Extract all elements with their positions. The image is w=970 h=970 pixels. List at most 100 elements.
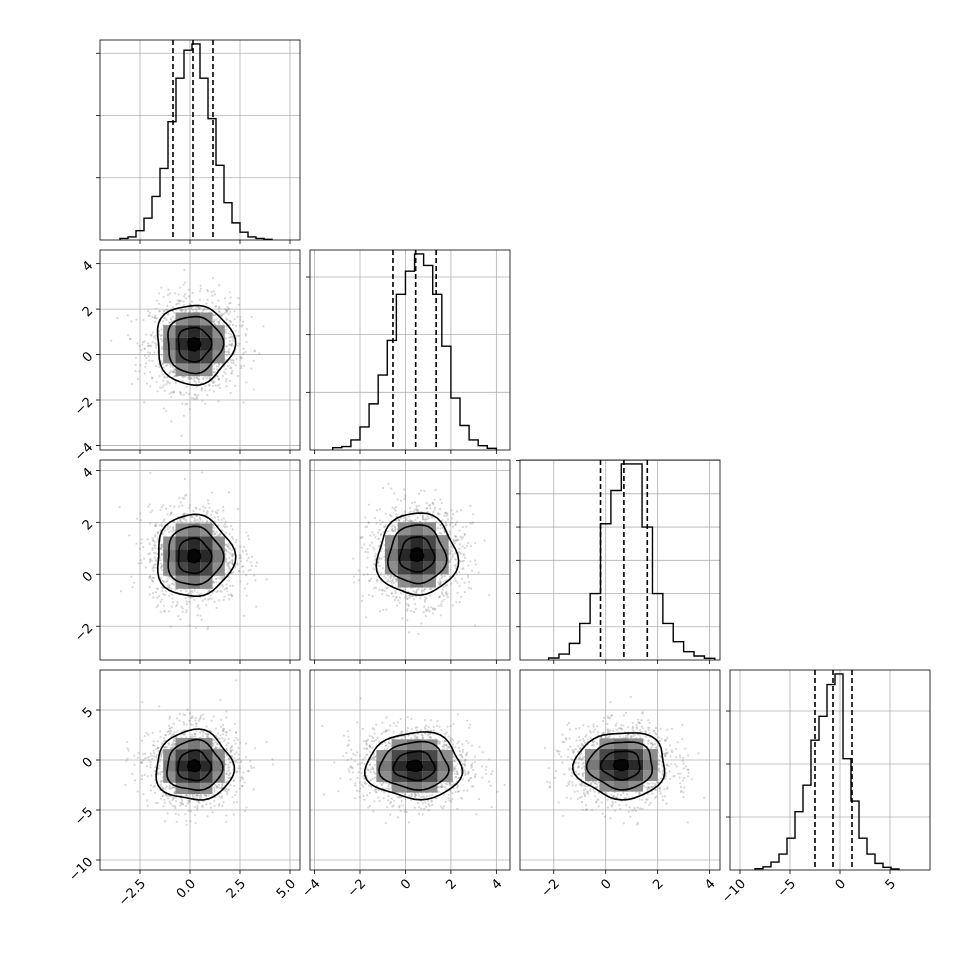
scatter-point bbox=[139, 559, 142, 562]
scatter-point bbox=[166, 525, 169, 528]
panel-content bbox=[310, 250, 510, 450]
scatter-point bbox=[217, 306, 221, 309]
scatter-point bbox=[231, 358, 234, 362]
scatter-point bbox=[385, 594, 388, 597]
scatter-point bbox=[437, 604, 440, 607]
scatter-point bbox=[213, 323, 217, 326]
scatter-point bbox=[213, 527, 216, 530]
contour-3 bbox=[157, 513, 237, 597]
scatter-point bbox=[453, 542, 457, 545]
scatter-point bbox=[209, 806, 213, 809]
scatter-point bbox=[202, 309, 205, 312]
scatter-point bbox=[245, 559, 249, 562]
scatter-point bbox=[379, 533, 383, 536]
scatter-point bbox=[262, 325, 265, 328]
scatter-point bbox=[463, 534, 466, 537]
scatter-point bbox=[231, 552, 235, 556]
scatter-point bbox=[137, 751, 140, 755]
scatter-point bbox=[242, 401, 245, 404]
scatter-point bbox=[406, 603, 410, 606]
scatter-point bbox=[213, 367, 216, 370]
scatter-point bbox=[374, 536, 377, 539]
scatter-point bbox=[181, 375, 184, 378]
scatter-point bbox=[188, 600, 191, 603]
scatter-point bbox=[460, 509, 463, 512]
scatter-point bbox=[463, 581, 466, 584]
scatter-point bbox=[142, 318, 145, 322]
scatter-point bbox=[201, 520, 204, 523]
scatter-point bbox=[440, 604, 443, 608]
scatter-point bbox=[162, 581, 165, 584]
scatter-point bbox=[393, 492, 396, 495]
scatter-point bbox=[135, 318, 138, 321]
scatter-point bbox=[184, 308, 187, 311]
scatter-point bbox=[222, 598, 225, 601]
scatter-point bbox=[230, 549, 233, 552]
panel-1-0 bbox=[96, 249, 301, 454]
scatter-point bbox=[254, 564, 257, 568]
scatter-point bbox=[245, 531, 248, 534]
scatter-point bbox=[169, 371, 172, 374]
panel-content bbox=[100, 460, 300, 660]
scatter-point bbox=[176, 601, 179, 604]
scatter-point bbox=[381, 520, 384, 523]
scatter-point bbox=[148, 552, 152, 555]
scatter-point bbox=[166, 528, 169, 531]
panel-frame bbox=[99, 249, 301, 451]
scatter-point bbox=[404, 495, 407, 499]
scatter-point bbox=[188, 506, 191, 509]
scatter-point bbox=[446, 595, 450, 599]
scatter-point bbox=[229, 320, 232, 323]
scatter-point bbox=[244, 350, 247, 354]
scatter-point bbox=[130, 320, 133, 323]
scatter-point bbox=[196, 614, 199, 617]
scatter-point bbox=[154, 334, 157, 337]
scatter-point bbox=[185, 723, 188, 726]
scatter-point bbox=[406, 607, 409, 611]
scatter-point bbox=[237, 303, 241, 306]
scatter-point bbox=[134, 363, 137, 366]
scatter-point bbox=[377, 538, 380, 541]
scatter-point bbox=[361, 594, 364, 598]
contour-0 bbox=[187, 548, 202, 564]
scatter-point bbox=[147, 342, 150, 345]
scatter-point bbox=[431, 607, 434, 611]
scatter-point bbox=[460, 595, 463, 599]
scatter-point bbox=[412, 510, 415, 513]
scatter-point bbox=[133, 763, 136, 766]
scatter-point bbox=[217, 732, 220, 735]
scatter-point bbox=[469, 560, 472, 563]
histogram-2 bbox=[547, 463, 716, 660]
density-cell bbox=[187, 549, 201, 563]
density-cell bbox=[163, 562, 176, 576]
scatter-point bbox=[168, 727, 171, 730]
scatter-point bbox=[230, 344, 234, 347]
scatter-point bbox=[153, 316, 156, 319]
scatter-point bbox=[136, 342, 139, 345]
scatter-point bbox=[184, 293, 187, 296]
scatter-point bbox=[185, 609, 188, 612]
scatter-point bbox=[224, 560, 227, 564]
scatter-point bbox=[233, 353, 236, 356]
scatter-point bbox=[155, 317, 159, 320]
scatter-point bbox=[168, 321, 171, 324]
histogram-1 bbox=[332, 253, 498, 450]
scatter-point bbox=[450, 509, 453, 512]
scatter-point bbox=[167, 313, 170, 316]
scatter-point bbox=[405, 602, 408, 605]
scatter-point bbox=[161, 363, 165, 366]
scatter-point bbox=[455, 539, 458, 542]
scatter-point bbox=[214, 532, 217, 535]
scatter-point bbox=[229, 366, 232, 369]
scatter-point bbox=[432, 510, 435, 513]
scatter-point bbox=[188, 303, 191, 306]
scatter-point bbox=[147, 733, 150, 736]
scatter-point bbox=[225, 311, 229, 314]
scatter-point bbox=[417, 632, 420, 635]
scatter-point bbox=[169, 363, 172, 366]
scatter-point bbox=[152, 565, 155, 568]
scatter-point bbox=[197, 378, 200, 381]
scatter-point bbox=[204, 385, 207, 388]
scatter-point bbox=[132, 581, 135, 584]
scatter-point bbox=[150, 376, 154, 379]
